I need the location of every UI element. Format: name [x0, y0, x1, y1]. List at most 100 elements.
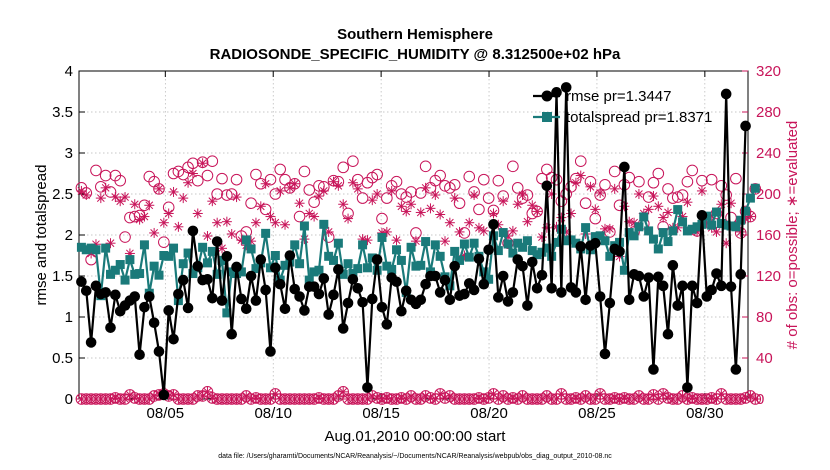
rmse-point [638, 291, 650, 302]
obs-evaluated-stroke [475, 223, 483, 232]
totalspread-point [207, 246, 217, 256]
rmse-point [192, 260, 204, 272]
y-tick-label: 3.5 [52, 104, 73, 121]
obs-possible-point [662, 183, 674, 195]
obs-evaluated-stroke [494, 395, 503, 403]
totalspread-point [716, 219, 726, 229]
totalspread-point [416, 260, 426, 270]
obs-possible-point [158, 236, 170, 248]
obs-evaluated-marker [566, 208, 577, 219]
obs-possible-point [90, 164, 102, 177]
rmse-point [459, 288, 470, 300]
obs-evaluated-stroke [159, 218, 168, 227]
obs-evaluated-stroke [567, 395, 575, 403]
totalspread-point [314, 265, 324, 275]
obs-possible-point [574, 155, 587, 167]
rmse-point [415, 294, 427, 306]
obs-evaluated-stroke [479, 395, 488, 403]
obs-evaluated-stroke [722, 239, 731, 248]
obs-evaluated-stroke [222, 217, 231, 226]
rmse-point [444, 294, 456, 306]
obs-evaluated-stroke [382, 394, 391, 402]
obs-evaluated-stroke [150, 229, 159, 237]
rmse-point [488, 219, 499, 230]
rmse-point [643, 272, 654, 283]
obs-evaluated-stroke [508, 227, 517, 235]
obs-evaluated-marker [435, 388, 446, 399]
totalspread-point [299, 221, 309, 231]
obs-evaluated-stroke [538, 395, 546, 403]
obs-evaluated-stroke [673, 395, 682, 403]
obs-evaluated-marker [129, 392, 140, 403]
rmse-point [725, 281, 737, 292]
rmse-point [686, 280, 698, 292]
rmse-point [279, 303, 291, 315]
obs-possible-point [608, 165, 621, 178]
obs-evaluated-marker [726, 198, 737, 209]
rmse-point [391, 276, 402, 288]
rmse-point [716, 280, 727, 292]
obs-evaluated-stroke [489, 209, 498, 218]
obs-evaluated-stroke [470, 395, 478, 403]
obs-evaluated-marker [76, 185, 87, 196]
rmse-point [706, 284, 717, 296]
obs-evaluated-marker [401, 206, 412, 217]
totalspread-point [736, 215, 746, 225]
rmse-point [274, 278, 286, 290]
legend-rmse-marker [541, 90, 553, 102]
obs-possible-point [681, 175, 694, 188]
totalspread-point [464, 252, 474, 262]
totalspread-point [687, 224, 697, 234]
obs-possible-point [482, 192, 495, 204]
rmse-point [173, 288, 184, 300]
obs-evaluated-marker [570, 392, 581, 403]
rmse-point [507, 287, 519, 298]
obs-evaluated-stroke [101, 183, 110, 192]
obs-evaluated-marker [478, 394, 489, 404]
obs-evaluated-marker [488, 388, 499, 399]
y-right-tick-label: 320 [756, 63, 781, 80]
obs-evaluated-stroke [130, 200, 139, 209]
rmse-point [449, 260, 461, 272]
obs-evaluated-stroke [426, 394, 435, 402]
totalspread-point [324, 251, 334, 261]
obs-evaluated-stroke [508, 394, 517, 402]
totalspread-point [319, 219, 329, 229]
rmse-point [522, 300, 533, 311]
obs-evaluated-stroke [746, 392, 755, 400]
obs-evaluated-stroke [431, 191, 440, 199]
totalspread-point [139, 240, 149, 250]
obs-evaluated-marker [81, 190, 92, 201]
obs-evaluated-marker [120, 192, 131, 203]
obs-evaluated-stroke [397, 202, 406, 211]
x-tick-label: 08/20 [470, 405, 508, 422]
obs-evaluated-stroke [450, 194, 459, 202]
obs-evaluated-stroke [261, 179, 270, 188]
obs-evaluated-stroke [504, 395, 512, 403]
obs-evaluated-marker [255, 201, 266, 212]
obs-evaluated-marker [173, 221, 184, 232]
y-tick-label: 0 [65, 391, 73, 408]
totalspread-point [377, 232, 387, 242]
obs-evaluated-stroke [310, 395, 319, 403]
obs-possible-point [463, 170, 476, 183]
obs-evaluated-marker [672, 394, 683, 404]
obs-evaluated-stroke [572, 394, 580, 402]
obs-evaluated-stroke [329, 177, 338, 186]
totalspread-point [387, 264, 397, 274]
rmse-point [497, 270, 509, 282]
obs-evaluated-stroke [295, 199, 304, 208]
obs-evaluated-marker [449, 193, 460, 204]
obs-evaluated-stroke [416, 208, 425, 217]
rmse-point [580, 294, 591, 306]
obs-possible-point [633, 175, 645, 188]
obs-evaluated-marker [440, 236, 451, 247]
rmse-point [366, 293, 378, 305]
obs-evaluated-stroke [387, 187, 396, 195]
obs-evaluated-stroke [513, 200, 522, 209]
rmse-point [662, 328, 674, 340]
totalspread-point [130, 269, 140, 279]
totalspread-point [629, 231, 639, 241]
totalspread-point [435, 251, 445, 261]
totalspread-point [619, 265, 629, 275]
